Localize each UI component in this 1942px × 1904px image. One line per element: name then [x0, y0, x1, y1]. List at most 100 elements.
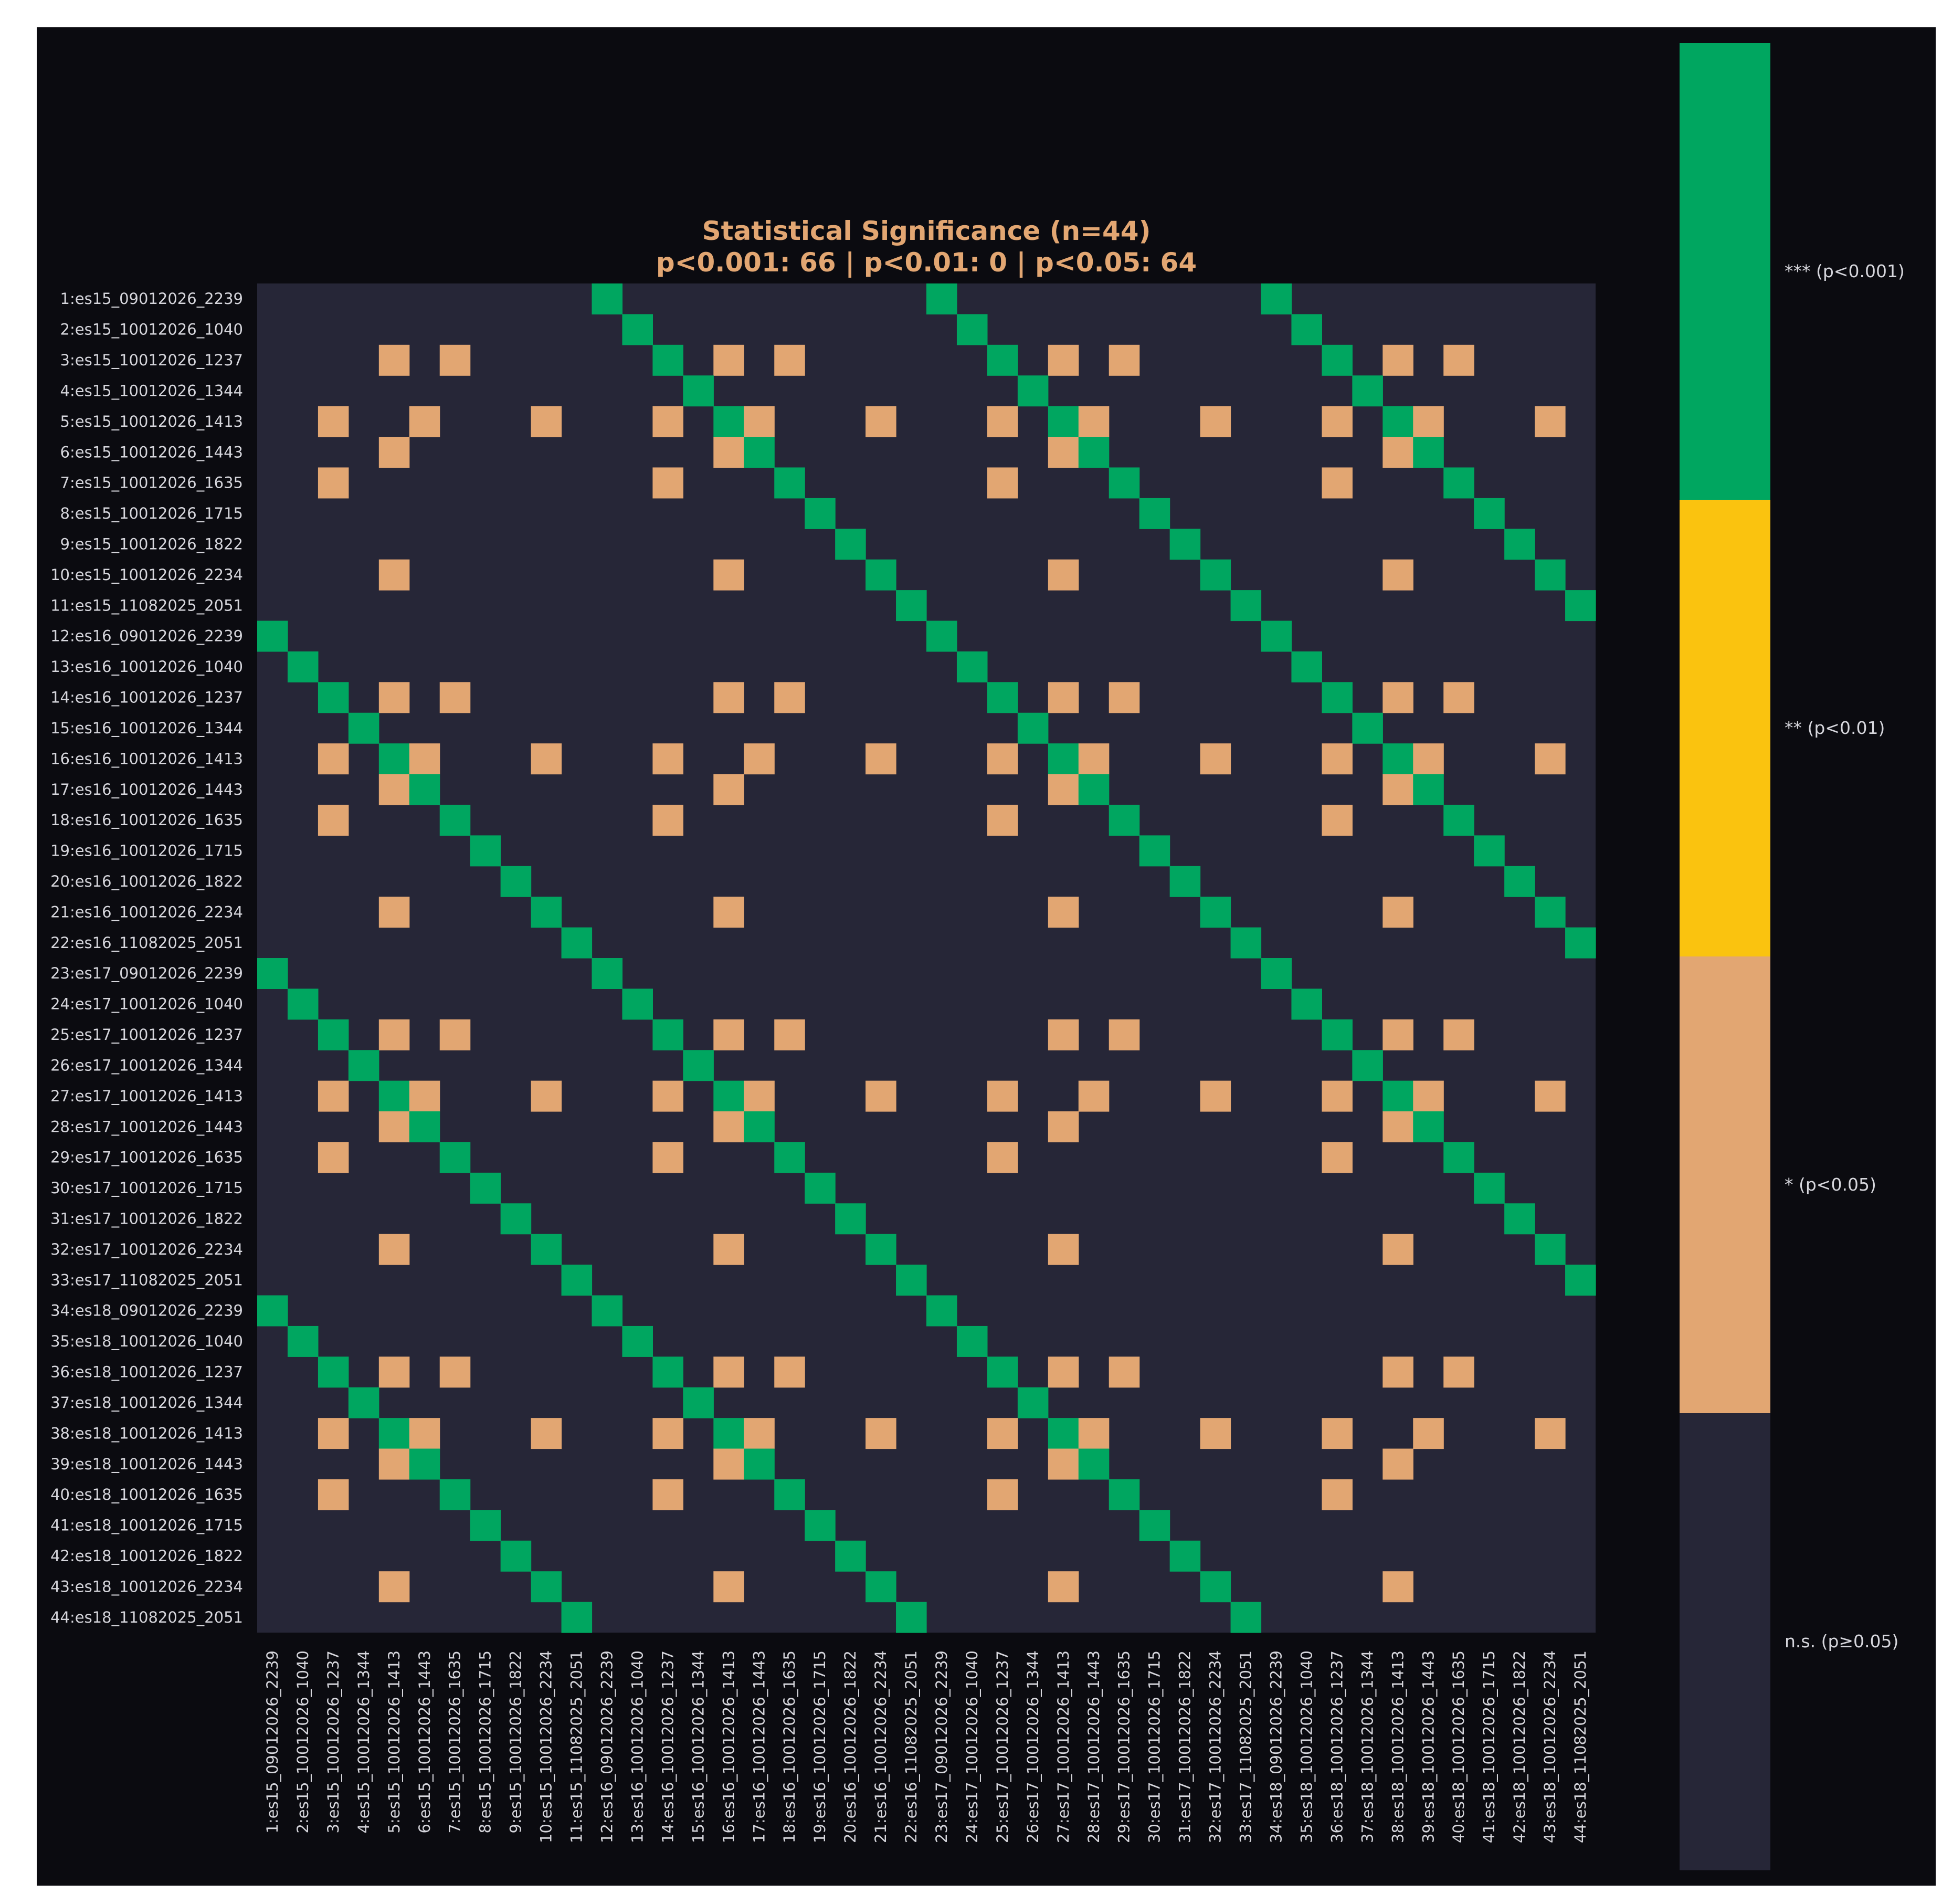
x-tick-label: 5:es15_10012026_1413 — [385, 1650, 403, 1833]
heatmap-cell — [561, 1265, 593, 1296]
heatmap-cell — [378, 897, 410, 928]
heatmap-cell — [531, 897, 562, 928]
x-tick-label: 34:es18_09012026_2239 — [1268, 1650, 1285, 1843]
heatmap-cell — [1261, 283, 1292, 315]
x-tick-label: 21:es16_10012026_2234 — [872, 1650, 890, 1843]
heatmap-cell — [713, 1234, 744, 1265]
heatmap-cell — [926, 283, 957, 315]
heatmap-cell — [896, 1602, 927, 1633]
heatmap-cell — [1535, 559, 1566, 591]
heatmap-cell — [378, 743, 410, 775]
heatmap-cell — [1109, 1019, 1140, 1050]
heatmap-cell — [805, 498, 836, 529]
heatmap-cell — [835, 1540, 866, 1572]
x-tick-labels: 1:es15_09012026_2239 2:es15_10012026_1040… — [263, 1650, 1589, 1843]
heatmap-cell — [1535, 1080, 1566, 1112]
heatmap-cell — [1109, 344, 1140, 376]
x-tick-label: 40:es18_10012026_1635 — [1450, 1650, 1468, 1843]
heatmap-cell — [1048, 897, 1079, 928]
heatmap-cell — [652, 467, 683, 499]
heatmap-cell — [378, 1418, 410, 1449]
x-tick-label: 20:es16_10012026_1822 — [841, 1650, 859, 1843]
heatmap-cell — [987, 1479, 1018, 1510]
heatmap-cell — [318, 1418, 349, 1449]
colorbar-segment — [1680, 956, 1770, 1414]
heatmap-cell — [866, 559, 896, 591]
y-tick-label: 20:es16_10012026_1822 — [50, 872, 243, 890]
x-tick-label: 32:es17_10012026_2234 — [1207, 1650, 1225, 1843]
heatmap-cell — [987, 344, 1018, 376]
heatmap-cell — [1078, 1448, 1110, 1480]
y-tick-label: 4:es15_10012026_1344 — [60, 382, 243, 399]
heatmap-cell — [257, 958, 288, 990]
heatmap-cell — [1382, 897, 1413, 928]
heatmap-cell — [1078, 774, 1110, 805]
x-tick-label: 28:es17_10012026_1443 — [1085, 1650, 1103, 1843]
heatmap-cell — [1017, 1387, 1049, 1418]
colorbar-segment — [1680, 43, 1770, 500]
heatmap-cell — [1443, 1019, 1474, 1050]
heatmap-cell — [1048, 559, 1079, 591]
heatmap-cell — [1504, 529, 1535, 560]
x-tick-label: 41:es18_10012026_1715 — [1480, 1650, 1498, 1843]
heatmap-cell — [744, 437, 775, 468]
heatmap-cell — [439, 1479, 471, 1510]
heatmap-cell — [1382, 437, 1413, 468]
x-tick-label: 14:es16_10012026_1237 — [659, 1650, 677, 1843]
heatmap-cell — [987, 1080, 1018, 1112]
heatmap-cell — [1048, 344, 1079, 376]
y-tick-label: 7:es15_10012026_1635 — [60, 474, 243, 492]
heatmap-cell — [1048, 406, 1079, 437]
heatmap-cell — [835, 1203, 866, 1235]
heatmap-cell — [409, 1448, 440, 1480]
heatmap-cell — [896, 1265, 927, 1296]
heatmap-cell — [1048, 682, 1079, 713]
heatmap-cell — [1169, 866, 1201, 897]
heatmap-cell — [1382, 743, 1413, 775]
heatmap-cell — [409, 743, 440, 775]
y-tick-label: 2:es15_10012026_1040 — [60, 321, 243, 339]
heatmap-cell — [592, 1295, 623, 1327]
x-tick-label: 39:es18_10012026_1443 — [1419, 1650, 1437, 1843]
heatmap-cell — [1382, 774, 1413, 805]
heatmap-cell — [470, 835, 501, 867]
heatmap-cell — [1139, 1510, 1170, 1541]
x-tick-label: 42:es18_10012026_1822 — [1511, 1650, 1528, 1843]
heatmap-cell — [683, 1050, 714, 1081]
heatmap-cell — [1382, 1080, 1413, 1112]
y-tick-label: 36:es18_10012026_1237 — [50, 1363, 243, 1381]
heatmap-cell — [378, 1448, 410, 1480]
heatmap-cell — [1048, 1571, 1079, 1603]
x-tick-label: 23:es17_09012026_2239 — [933, 1650, 951, 1843]
heatmap-cell — [1382, 682, 1413, 713]
colorbar-label: ** (p<0.01) — [1785, 718, 1885, 738]
heatmap-cell — [318, 804, 349, 836]
y-tick-label: 35:es18_10012026_1040 — [50, 1332, 243, 1350]
y-tick-label: 6:es15_10012026_1443 — [60, 443, 243, 461]
y-tick-label: 18:es16_10012026_1635 — [50, 811, 243, 829]
heatmap-cell — [956, 1326, 988, 1357]
heatmap-cell — [1261, 620, 1292, 652]
heatmap-cell — [987, 406, 1018, 437]
heatmap-cell — [318, 406, 349, 437]
heatmap-cell — [1474, 498, 1505, 529]
x-tick-label: 9:es15_10012026_1822 — [507, 1650, 525, 1833]
heatmap-cell — [1413, 1111, 1444, 1143]
heatmap-cell — [318, 743, 349, 775]
y-tick-label: 14:es16_10012026_1237 — [50, 689, 243, 707]
heatmap-cell — [774, 1142, 805, 1173]
heatmap-cell — [1322, 743, 1353, 775]
y-tick-label: 16:es16_10012026_1413 — [50, 750, 243, 767]
heatmap-cell — [1200, 1571, 1231, 1603]
heatmap-cell — [378, 1356, 410, 1388]
x-tick-label: 16:es16_10012026_1413 — [720, 1650, 737, 1843]
heatmap-cell — [409, 774, 440, 805]
heatmap-cell — [926, 1295, 957, 1327]
heatmap-cell — [1291, 988, 1322, 1020]
heatmap-cell — [713, 1080, 744, 1112]
y-tick-label: 17:es16_10012026_1443 — [50, 781, 243, 798]
heatmap-cell — [713, 344, 744, 376]
heatmap-cell — [652, 1019, 683, 1050]
heatmap-cell — [1139, 498, 1170, 529]
y-tick-label: 41:es18_10012026_1715 — [50, 1517, 243, 1534]
